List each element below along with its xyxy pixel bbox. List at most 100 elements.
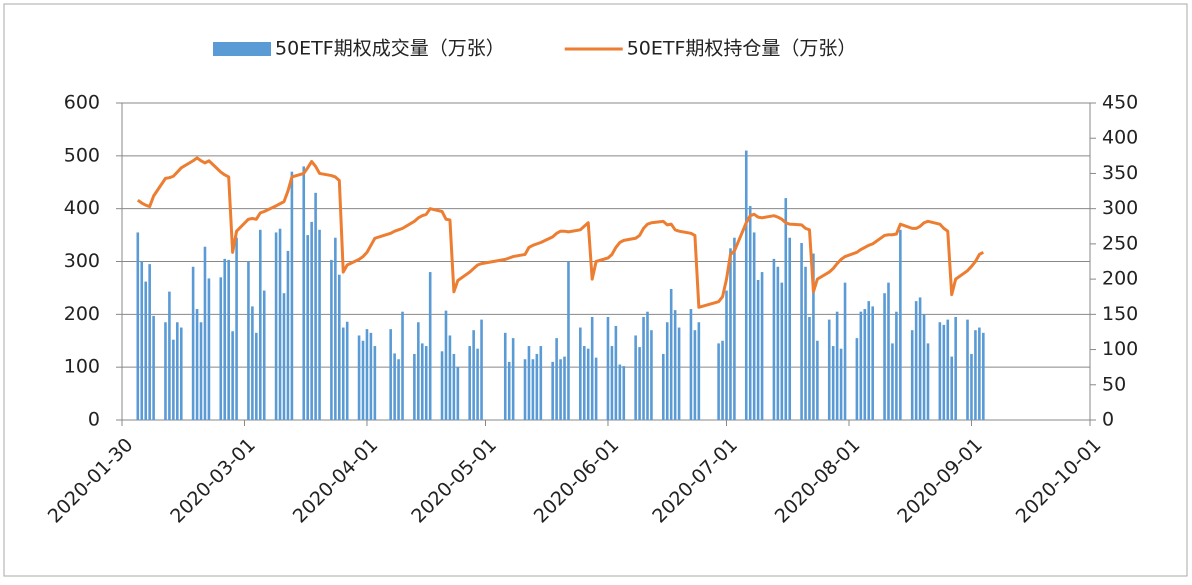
bar <box>440 351 444 420</box>
bar <box>365 329 369 420</box>
bar <box>966 319 969 420</box>
bar <box>721 340 724 420</box>
y2-tick-label: 50 <box>1102 373 1126 395</box>
legend-swatch <box>213 42 271 56</box>
bar <box>689 309 693 420</box>
bar <box>650 330 653 420</box>
bar <box>444 310 448 420</box>
bar <box>235 237 238 420</box>
bar <box>290 171 294 420</box>
chart-frame <box>3 3 1188 577</box>
legend-label: 50ETF期权成交量（万张） <box>275 38 505 60</box>
bar <box>231 331 234 420</box>
bar <box>827 319 831 420</box>
bar <box>661 353 665 420</box>
bar <box>373 346 377 420</box>
bar <box>887 282 890 420</box>
y2-tick-label: 450 <box>1102 92 1138 114</box>
bar <box>669 288 673 420</box>
bar <box>144 281 148 420</box>
bar <box>859 311 863 420</box>
bar <box>330 259 333 420</box>
bar <box>247 261 250 420</box>
bar <box>282 293 286 420</box>
bar <box>665 322 669 420</box>
y-tick-label: 400 <box>64 197 100 219</box>
bar <box>251 306 254 420</box>
bar <box>258 229 262 420</box>
bar <box>883 293 886 420</box>
y2-tick-label: 400 <box>1102 127 1138 149</box>
bar <box>219 277 223 420</box>
bar <box>563 356 566 420</box>
bar <box>788 237 792 420</box>
y-tick-label: 100 <box>64 356 100 378</box>
bar <box>480 319 483 420</box>
bar <box>136 232 140 420</box>
bar <box>978 327 981 420</box>
bar <box>946 319 950 420</box>
bar <box>274 232 278 420</box>
bar <box>338 274 341 420</box>
bar <box>594 357 598 420</box>
bar <box>191 266 195 420</box>
bar <box>863 309 867 420</box>
bar <box>839 348 843 420</box>
bar <box>179 327 183 420</box>
bar <box>582 346 586 420</box>
bar <box>148 264 151 420</box>
bar <box>278 228 282 420</box>
bar <box>899 229 902 420</box>
y2-tick-label: 200 <box>1102 268 1138 290</box>
bar <box>567 261 570 420</box>
y-tick-label: 600 <box>64 92 100 114</box>
bar <box>729 248 732 420</box>
y-tick-label: 500 <box>64 144 100 166</box>
bar <box>697 322 701 420</box>
bar <box>535 353 539 420</box>
bar <box>855 338 859 420</box>
bar <box>610 346 614 420</box>
bar <box>982 332 985 420</box>
bar <box>417 322 420 420</box>
bar <box>334 237 337 420</box>
bar <box>207 278 211 420</box>
bar <box>970 353 973 420</box>
bar <box>614 325 618 420</box>
bar <box>531 359 535 420</box>
bar <box>401 311 404 420</box>
y2-tick-label: 100 <box>1102 338 1138 360</box>
bar <box>318 229 321 420</box>
bar <box>164 322 167 420</box>
bar <box>756 279 760 420</box>
bar <box>744 150 748 421</box>
bar <box>974 330 977 420</box>
bar <box>693 330 697 420</box>
bar <box>910 330 914 420</box>
bar <box>914 301 918 420</box>
bar <box>918 297 922 420</box>
bar <box>618 364 622 420</box>
y2-tick-label: 350 <box>1102 162 1138 184</box>
bar <box>776 266 780 420</box>
bar <box>752 232 756 420</box>
bar <box>638 347 641 420</box>
bar <box>812 253 815 420</box>
bar <box>539 346 543 420</box>
bar <box>555 338 558 420</box>
bar <box>725 290 728 420</box>
bar <box>831 346 835 420</box>
bar <box>223 258 227 420</box>
bar <box>452 353 456 420</box>
bar <box>895 311 898 420</box>
bar <box>428 272 432 420</box>
bar <box>397 359 400 420</box>
bar <box>642 316 645 420</box>
bar <box>816 340 819 420</box>
bar <box>389 329 392 420</box>
bar <box>306 235 309 420</box>
bar <box>357 335 361 420</box>
bar <box>476 348 479 420</box>
y-tick-label: 200 <box>64 303 100 325</box>
bar <box>507 361 511 420</box>
